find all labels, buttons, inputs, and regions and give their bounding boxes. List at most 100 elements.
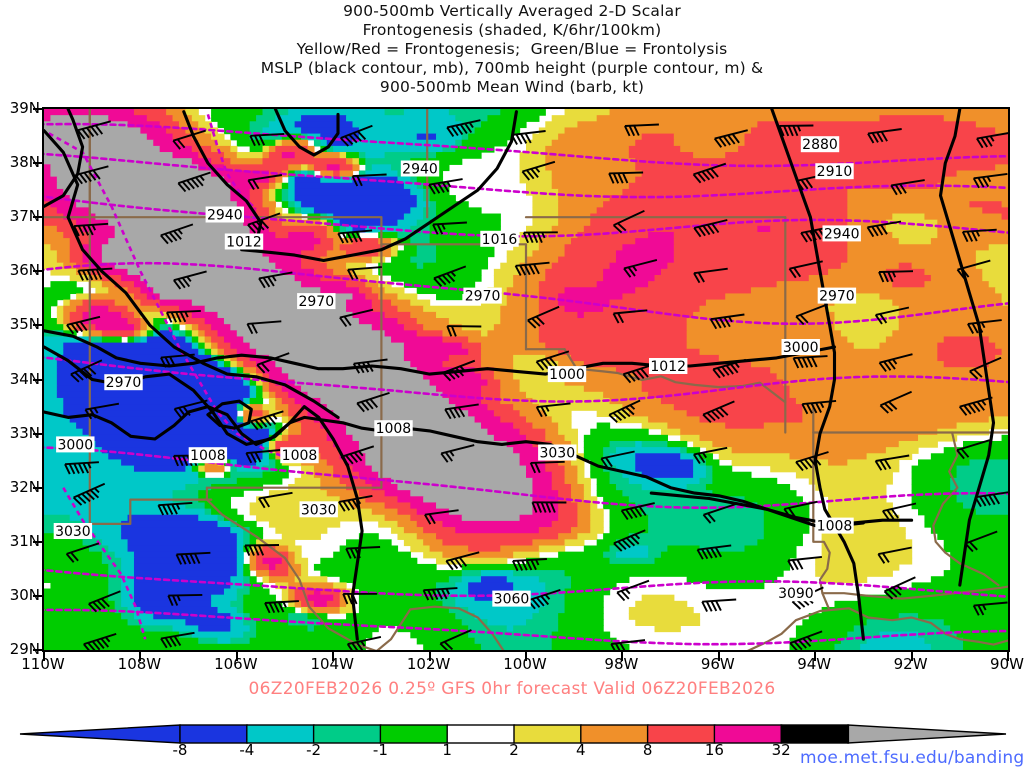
wind-barb	[247, 174, 283, 190]
mslp-contour-label: 1012	[650, 359, 686, 375]
wind-barb	[166, 309, 201, 323]
latitude-tick	[33, 432, 42, 435]
longitude-tick-label: 100W	[503, 655, 547, 673]
wind-barb	[72, 482, 106, 506]
longitude-tick	[621, 652, 624, 661]
wind-barb	[874, 306, 910, 325]
wind-barb	[529, 460, 565, 474]
colorbar-tick-label: 1	[442, 741, 452, 759]
wind-barb	[77, 120, 111, 140]
wind-barb	[622, 362, 657, 384]
latitude-tick	[33, 216, 42, 219]
map-plot-area[interactable]: 1012 1016 1012 1000 1008 1008 1008 1008 2880 2910…	[42, 107, 1010, 652]
wind-barb	[616, 579, 650, 602]
colorbar-tick-label: -4	[239, 741, 255, 759]
wind-barb	[795, 451, 829, 472]
mslp-contour-label: 1008	[376, 421, 412, 437]
colorbar-tick-label: 4	[576, 741, 586, 759]
latitude-tick	[33, 270, 42, 273]
wind-barb	[801, 399, 837, 415]
latitude-tick	[33, 378, 42, 381]
wind-barb	[693, 446, 728, 465]
wind-barb	[624, 123, 659, 137]
wind-barb	[428, 178, 463, 195]
wind-barb	[440, 444, 475, 463]
latitude-tick-label: 31N	[9, 531, 40, 550]
height-contour-label: 2880	[802, 137, 838, 153]
colorbar-swatches	[19, 724, 1007, 744]
colorbar[interactable]: -8 -4 -2 -1 1 2 4 8 16 32	[0, 723, 1024, 768]
figure-title: 900-500mb Vertically Averaged 2-D Scalar…	[0, 2, 1024, 97]
wind-barb	[610, 639, 646, 650]
latitude-tick-label: 35N	[9, 315, 40, 334]
wind-barb	[347, 266, 382, 280]
longitude-tick-label: 92W	[893, 655, 928, 673]
latitude-tick-label: 34N	[9, 369, 40, 388]
wind-barb	[712, 358, 747, 379]
wind-barb	[890, 179, 925, 196]
wind-barb	[867, 128, 902, 144]
wind-barb	[246, 320, 282, 335]
map-canvas: 1012 1016 1012 1000 1008 1008 1008 1008 2880 2910…	[44, 109, 1008, 650]
title-line-4: MSLP (black contour, mb), 700mb height (…	[260, 59, 764, 77]
longitude-tick	[332, 652, 335, 661]
wind-barb	[160, 631, 195, 649]
longitude-tick-label: 98W	[604, 655, 639, 673]
wind-barb	[74, 165, 109, 185]
wind-barb	[352, 358, 388, 374]
wind-barb	[600, 450, 635, 469]
height-contour-label: 3060	[494, 592, 530, 608]
height-contour-label: 2970	[298, 294, 334, 310]
wind-barb	[245, 449, 281, 464]
longitude-tick-label: 106W	[214, 655, 258, 673]
latitude-tick-label: 33N	[9, 423, 40, 442]
wind-barb	[512, 558, 547, 572]
wind-barb	[351, 173, 387, 187]
wind-barb	[795, 303, 829, 326]
height-contour-label: 3030	[539, 446, 575, 462]
wind-barb	[792, 355, 828, 369]
wind-barb	[177, 171, 211, 193]
colorbar-tick-label: -1	[372, 741, 388, 759]
title-line-5: 900-500mb Mean Wind (barb, kt)	[379, 78, 645, 96]
wind-barb	[702, 503, 736, 524]
wind-barb	[160, 223, 194, 245]
height-contour-label: 2970	[819, 289, 855, 305]
latitude-tick-label: 30N	[9, 585, 40, 604]
wind-barb	[531, 501, 567, 513]
wind-barb	[788, 260, 823, 279]
wind-barb	[521, 160, 556, 181]
wind-barb	[83, 632, 117, 650]
mslp-contour-label: 1012	[226, 235, 262, 251]
wind-barb	[972, 601, 1008, 616]
wind-barb	[620, 502, 655, 521]
wind-barb	[956, 259, 991, 279]
wind-barb	[527, 588, 561, 610]
height-contour-label: 3090	[778, 586, 814, 602]
latitude-tick	[33, 594, 42, 597]
wind-barb	[84, 402, 120, 420]
colorbar-tick-label: 16	[704, 741, 724, 759]
colorbar-tick-label: -8	[172, 741, 188, 759]
wind-barb	[527, 305, 560, 329]
longitude-tick-label: 96W	[700, 655, 735, 673]
wind-barb	[696, 544, 732, 560]
wind-barb	[976, 132, 1008, 149]
wind-barb	[264, 600, 299, 614]
wind-barb	[157, 501, 193, 516]
wind-barb	[247, 212, 281, 234]
height-contour-label: 3000	[57, 437, 93, 453]
wind-barb	[964, 530, 998, 553]
wind-barb	[713, 129, 748, 148]
wind-barb	[709, 313, 745, 330]
latitude-tick	[33, 162, 42, 165]
latitude-tick-label: 37N	[9, 207, 40, 226]
wind-barb	[356, 391, 390, 413]
wind-barb	[70, 359, 103, 383]
wind-barb	[338, 494, 373, 512]
height-contour-label: 2940	[824, 226, 860, 242]
title-line-1: 900-500mb Vertically Averaged 2-D Scalar	[343, 2, 681, 20]
longitude-tick-label: 90W	[990, 655, 1024, 673]
wind-barb	[346, 635, 382, 650]
wind-barb	[974, 491, 1008, 508]
